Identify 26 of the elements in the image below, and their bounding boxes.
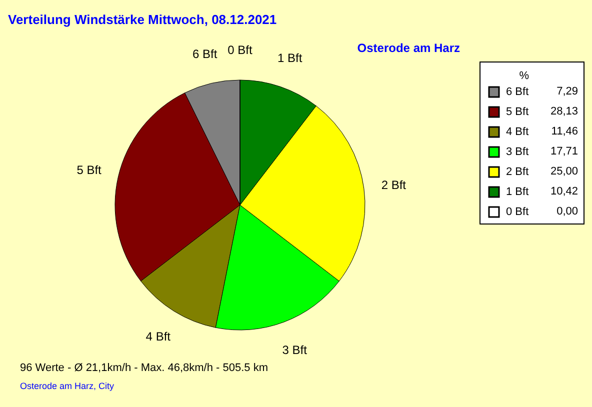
data-label: 11,46 (551, 126, 578, 138)
legend-label: 6 Bft (506, 86, 529, 98)
slice-label: 6 Bft (192, 47, 218, 62)
slice-label: 4 Bft (146, 330, 172, 344)
legend-label: 3 Bft (506, 146, 529, 158)
legend-label: 1 Bft (506, 186, 529, 198)
legend-label: 0 Bft (506, 206, 529, 218)
text: 96 Werte - Ø 21,1km/h - Max. 46,8km/h - 505.5 km (20, 362, 268, 374)
text: Osterode am Harz, City (20, 381, 115, 391)
data-label: 28,13 (550, 106, 578, 118)
slice-label: 5 Bft (76, 162, 102, 177)
data-label: 25,00 (550, 166, 578, 178)
slice-label: 1 Bft (277, 51, 303, 66)
data-label: 7,29 (556, 86, 578, 98)
slice-label: 2 Bft (381, 178, 407, 192)
slice-label: 3 Bft (282, 343, 308, 358)
category-label: 0 Bft (228, 43, 252, 57)
data-label: 17,71 (550, 146, 578, 158)
text: 0,00 (556, 206, 578, 218)
legend-label: 2 Bft (506, 166, 529, 178)
legend-title: % (519, 70, 530, 82)
legend-label: 5 Bft (506, 106, 529, 118)
data-label: 10,42 (550, 186, 578, 198)
chart-title: Verteilung Windstärke Mittwoch, 08.12.2021 (8, 12, 277, 27)
legend-label: 4 Bft (506, 126, 529, 138)
chart-subtitle: Osterode am Harz (357, 41, 460, 55)
